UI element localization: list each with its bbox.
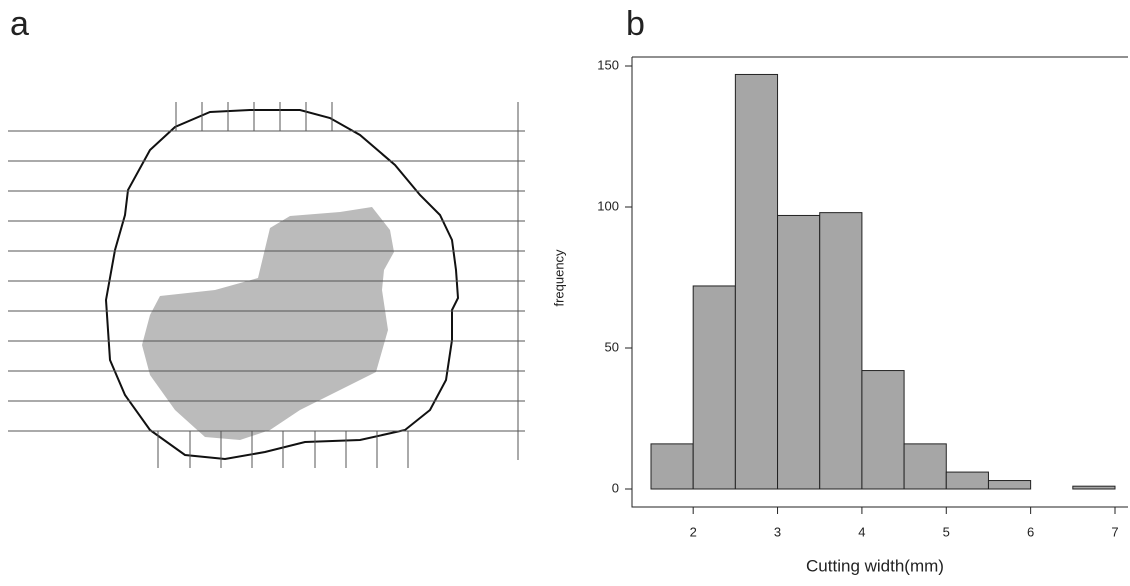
x-tick-label: 3 [774, 524, 781, 539]
y-tick-label: 0 [612, 480, 619, 495]
x-tick-label: 6 [1027, 524, 1034, 539]
bar [861, 370, 905, 490]
x-tick-label: 7 [1111, 524, 1118, 539]
bar [945, 471, 989, 490]
x-tick-label: 5 [943, 524, 950, 539]
x-tick-label: 2 [690, 524, 697, 539]
histogram: frequency Cutting width(mm) 0 50 100 150 2 3 4… [551, 56, 1128, 575]
bar [650, 443, 694, 490]
cross-section-diagram [8, 102, 525, 468]
outer-boundary [104, 109, 460, 461]
x-axis-label: Cutting width(mm) [806, 556, 944, 575]
y-tick-label: 150 [597, 57, 619, 72]
bar [1072, 485, 1116, 490]
y-tick-label: 50 [605, 339, 619, 354]
bar [734, 73, 779, 490]
x-tick-label: 4 [858, 524, 865, 539]
bar [819, 212, 863, 490]
bar [903, 443, 947, 490]
bar [987, 480, 1032, 490]
cutting-lines [8, 102, 525, 468]
y-tick-label: 100 [597, 198, 619, 213]
inner-region [142, 207, 394, 440]
panel-label: a [10, 5, 29, 43]
bar [692, 285, 736, 490]
panel-label: b [626, 5, 645, 43]
bar [777, 214, 821, 490]
y-axis-label: frequency [551, 249, 566, 307]
